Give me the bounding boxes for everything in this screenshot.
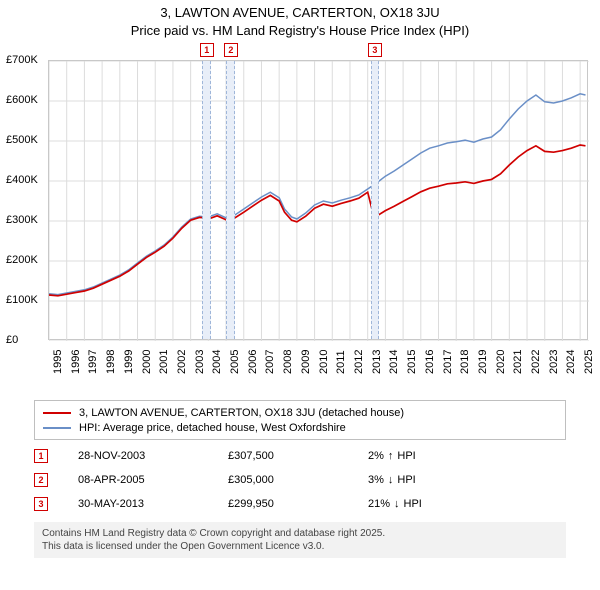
legend-row: HPI: Average price, detached house, West…: [43, 420, 557, 435]
x-tick-label: 2025: [583, 350, 595, 374]
chart-container: 3, LAWTON AVENUE, CARTERTON, OX18 3JU Pr…: [0, 0, 600, 590]
y-tick-label: £0: [6, 334, 46, 346]
sales-flag: 3: [34, 497, 48, 511]
gridlines: [49, 61, 589, 341]
x-tick-label: 2013: [371, 350, 383, 374]
series-hpi: [49, 94, 586, 295]
x-tick-label: 1999: [123, 350, 135, 374]
sales-price: £307,500: [228, 450, 368, 462]
y-tick-label: £700K: [6, 54, 46, 66]
x-tick-label: 2016: [424, 350, 436, 374]
x-tick-label: 2017: [442, 350, 454, 374]
sales-diff-pct: 2%: [368, 450, 384, 462]
x-tick-label: 1998: [105, 350, 117, 374]
marker-band: [371, 61, 380, 339]
x-tick-label: 2012: [353, 350, 365, 374]
sales-price: £305,000: [228, 474, 368, 486]
y-tick-label: £300K: [6, 214, 46, 226]
title-address: 3, LAWTON AVENUE, CARTERTON, OX18 3JU: [0, 4, 600, 22]
x-tick-label: 2008: [282, 350, 294, 374]
footer: Contains HM Land Registry data © Crown c…: [34, 522, 566, 558]
x-tick-label: 2018: [459, 350, 471, 374]
x-tick-label: 2003: [194, 350, 206, 374]
x-tick-label: 2001: [158, 350, 170, 374]
legend-label: 3, LAWTON AVENUE, CARTERTON, OX18 3JU (d…: [79, 407, 404, 419]
sales-flag: 1: [34, 449, 48, 463]
x-tick-label: 2020: [495, 350, 507, 374]
x-tick-label: 2004: [211, 350, 223, 374]
marker-flag: 1: [200, 43, 214, 57]
sales-diff: 3% ↓HPI: [368, 474, 478, 486]
chart-area: £0£100K£200K£300K£400K£500K£600K£700K 12…: [6, 44, 594, 384]
title-block: 3, LAWTON AVENUE, CARTERTON, OX18 3JU Pr…: [0, 0, 600, 39]
x-tick-label: 2011: [335, 350, 347, 374]
sales-flag: 2: [34, 473, 48, 487]
x-tick-label: 1995: [52, 350, 64, 374]
series-property: [49, 145, 586, 296]
x-tick-label: 2007: [264, 350, 276, 374]
sales-table: 128-NOV-2003£307,5002%↑HPI208-APR-2005£3…: [34, 444, 566, 516]
plot-area: 123: [48, 60, 588, 340]
x-tick-label: 1997: [87, 350, 99, 374]
title-subtitle: Price paid vs. HM Land Registry's House …: [0, 22, 600, 40]
marker-band: [202, 61, 211, 339]
sales-row: 1 28-NOV-2003£307,5002% ↑HPI: [34, 444, 566, 468]
sales-date: 30-MAY-2013: [78, 498, 228, 510]
sales-row: 2 08-APR-2005£305,0003% ↓HPI: [34, 468, 566, 492]
x-tick-label: 2023: [548, 350, 560, 374]
y-tick-label: £400K: [6, 174, 46, 186]
sales-diff-suffix: HPI: [397, 474, 415, 486]
x-tick-label: 2019: [477, 350, 489, 374]
arrow-down-icon: ↓: [388, 474, 394, 486]
arrow-up-icon: ↑: [388, 450, 394, 462]
sales-diff-suffix: HPI: [404, 498, 422, 510]
x-tick-label: 2006: [247, 350, 259, 374]
x-tick-label: 2002: [176, 350, 188, 374]
sales-price: £299,950: [228, 498, 368, 510]
sales-diff: 2% ↑HPI: [368, 450, 478, 462]
legend-label: HPI: Average price, detached house, West…: [79, 422, 346, 434]
y-tick-label: £100K: [6, 294, 46, 306]
x-tick-label: 2022: [530, 350, 542, 374]
legend-row: 3, LAWTON AVENUE, CARTERTON, OX18 3JU (d…: [43, 405, 557, 420]
x-tick-label: 2014: [388, 350, 400, 374]
x-tick-label: 2010: [318, 350, 330, 374]
legend: 3, LAWTON AVENUE, CARTERTON, OX18 3JU (d…: [34, 400, 566, 440]
marker-band: [226, 61, 235, 339]
x-tick-label: 2009: [300, 350, 312, 374]
plot-svg: [49, 61, 589, 341]
x-tick-label: 2000: [141, 350, 153, 374]
marker-flag: 2: [224, 43, 238, 57]
x-tick-label: 2024: [565, 350, 577, 374]
footer-line-2: This data is licensed under the Open Gov…: [42, 540, 558, 553]
x-tick-label: 2021: [512, 350, 524, 374]
arrow-down-icon: ↓: [394, 498, 400, 510]
sales-date: 28-NOV-2003: [78, 450, 228, 462]
x-tick-label: 2005: [229, 350, 241, 374]
legend-swatch: [43, 412, 71, 414]
vgridlines: [49, 61, 580, 341]
y-tick-label: £200K: [6, 254, 46, 266]
sales-date: 08-APR-2005: [78, 474, 228, 486]
legend-swatch: [43, 427, 71, 429]
y-tick-label: £500K: [6, 134, 46, 146]
series-lines: [49, 94, 586, 296]
y-tick-label: £600K: [6, 94, 46, 106]
sales-diff: 21% ↓ HPI: [368, 498, 478, 510]
sales-diff-suffix: HPI: [397, 450, 415, 462]
sales-diff-pct: 3%: [368, 474, 384, 486]
sales-row: 3 30-MAY-2013£299,95021% ↓ HPI: [34, 492, 566, 516]
footer-line-1: Contains HM Land Registry data © Crown c…: [42, 527, 558, 540]
x-tick-label: 1996: [70, 350, 82, 374]
marker-flag: 3: [368, 43, 382, 57]
sales-diff-pct: 21%: [368, 498, 390, 510]
x-tick-label: 2015: [406, 350, 418, 374]
